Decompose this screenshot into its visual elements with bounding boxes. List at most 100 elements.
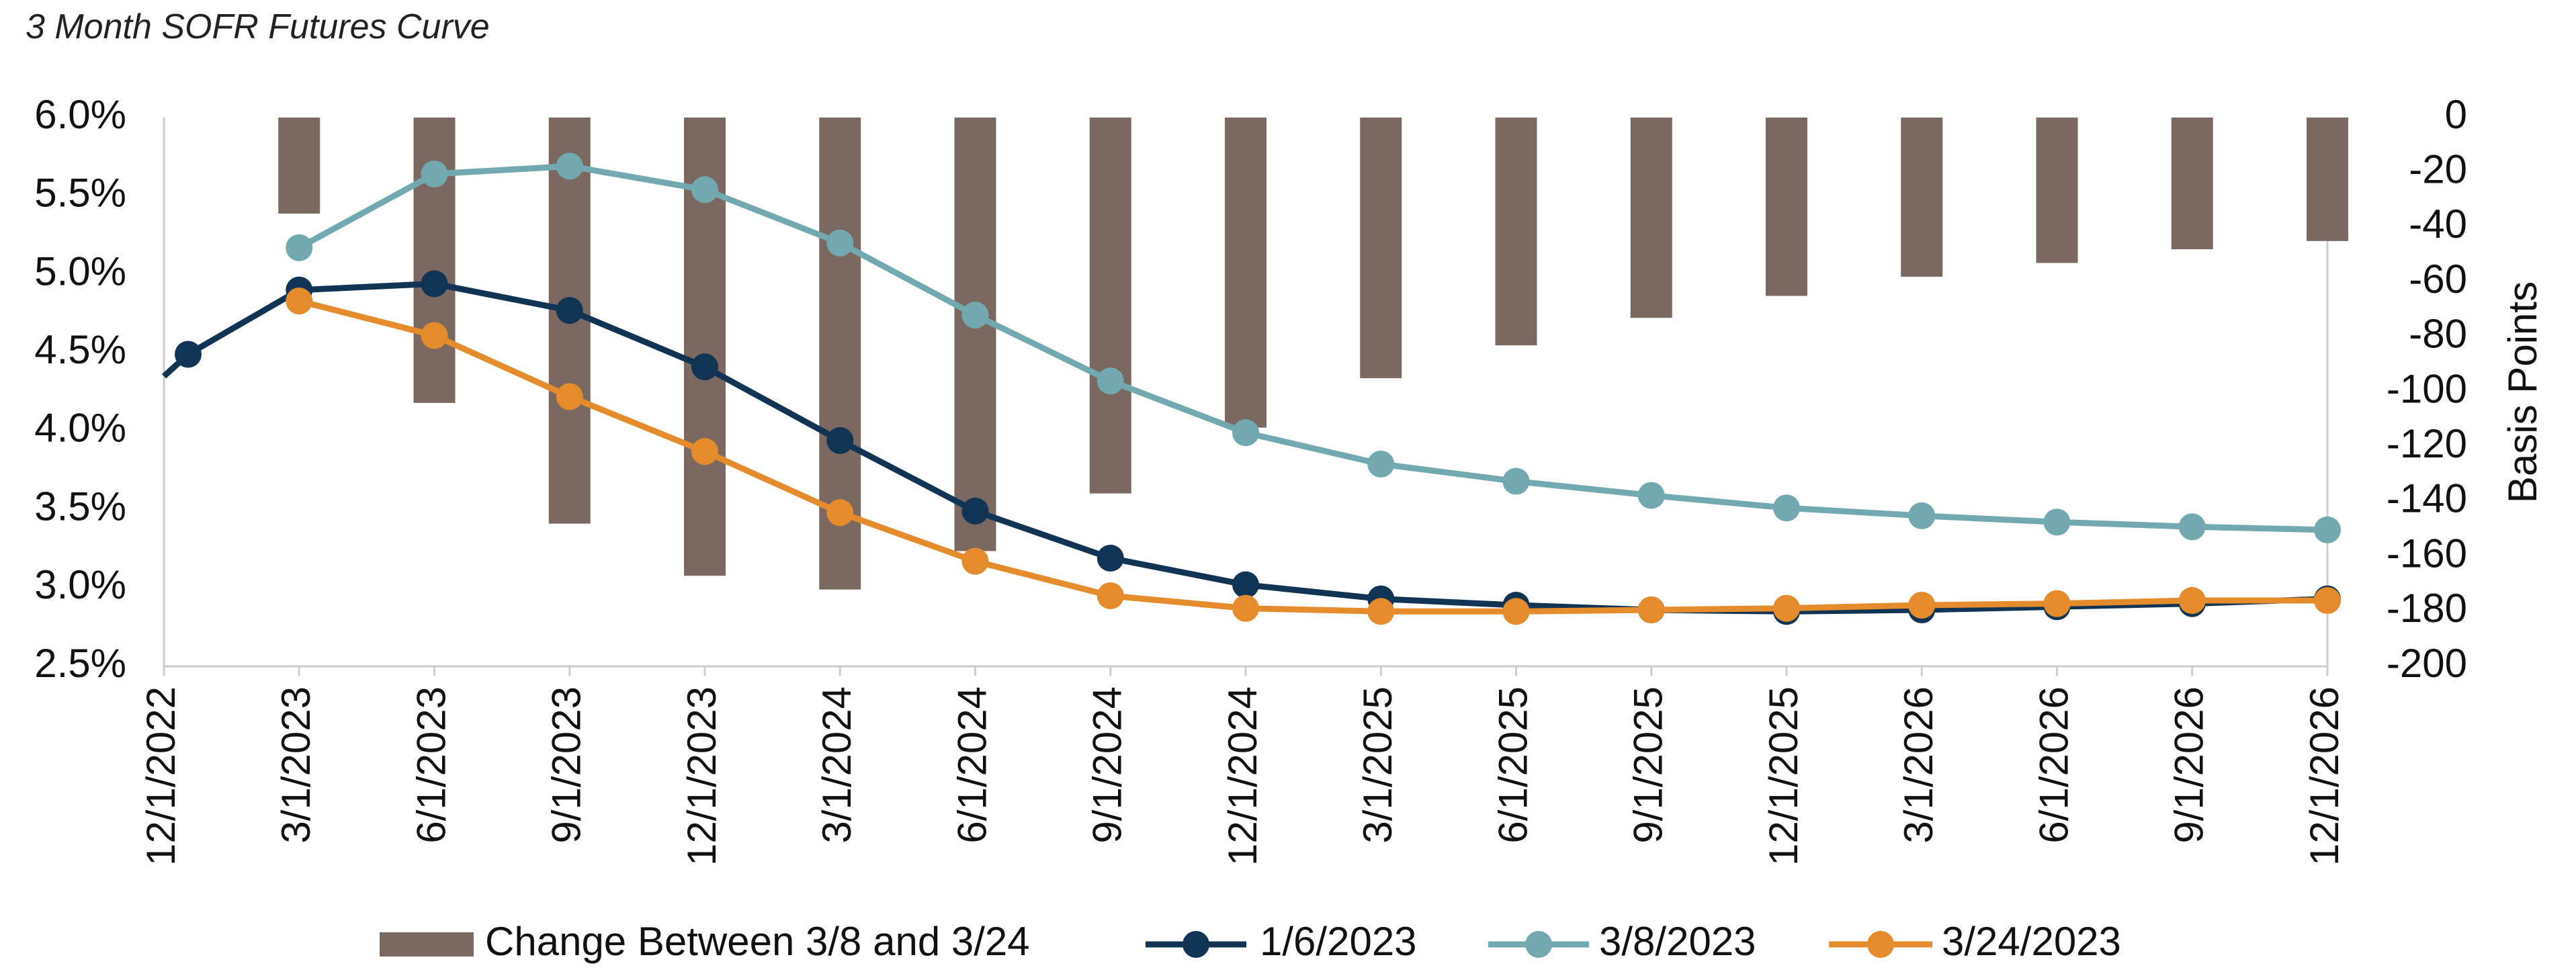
series-point [961, 497, 989, 525]
left-tick-label: 2.5% [34, 641, 126, 686]
series-line [298, 298, 2327, 615]
right-tick-label: -200 [2387, 641, 2467, 686]
legend-label: Change Between 3/8 and 3/24 [485, 919, 1030, 964]
change-bar [1630, 118, 1672, 318]
x-tick-label: 9/1/2026 [2167, 686, 2212, 844]
series-point [1502, 598, 1530, 625]
line-series [161, 152, 2341, 625]
x-tick-label: 3/1/2026 [1896, 686, 1941, 844]
chart-title: 3 Month SOFR Futures Curve [26, 7, 490, 46]
series-point [2314, 586, 2341, 614]
legend-item-bars: Change Between 3/8 and 3/24 [380, 919, 1030, 964]
right-tick-label: -100 [2387, 366, 2467, 411]
right-tick-label: 0 [2445, 92, 2467, 137]
series-point [286, 287, 313, 315]
right-tick-label: -60 [2409, 257, 2467, 302]
series-point [2043, 590, 2071, 617]
change-bar [278, 118, 320, 214]
right-tick-label: -40 [2409, 202, 2467, 247]
left-tick-label: 4.0% [34, 406, 126, 451]
right-axis-label: Basis Points [2500, 281, 2545, 503]
series-point [2178, 513, 2206, 541]
series-point [1502, 467, 1530, 495]
x-tick-label: 12/1/2022 [138, 686, 183, 866]
series-point [2043, 508, 2071, 536]
series-point [556, 383, 583, 410]
right-tick-label: -140 [2387, 476, 2467, 521]
legend-marker [1525, 931, 1552, 958]
series-point [1773, 594, 1800, 622]
series-point [1232, 571, 1259, 598]
series-point [1367, 598, 1395, 625]
series-point [826, 229, 854, 257]
line-series-3 [286, 287, 2341, 625]
left-axis-ticks: 2.5% 3.0% 3.5% 4.0% 4.5% 5.0% 5.5% 6.0% [34, 92, 126, 686]
series-point [1097, 544, 1124, 572]
legend-swatch [380, 932, 474, 956]
x-tick-label: 3/1/2025 [1355, 686, 1400, 844]
series-point [175, 341, 202, 368]
legend-item-2: 3/8/2023 [1488, 919, 1756, 964]
right-tick-label: -180 [2387, 586, 2467, 631]
change-bar [1089, 118, 1131, 494]
legend-marker [1867, 931, 1894, 958]
series-point [1637, 596, 1665, 623]
left-tick-label: 4.5% [34, 327, 126, 372]
x-tick-label: 12/1/2026 [2302, 686, 2347, 866]
series-point [1367, 450, 1395, 478]
series-point [286, 234, 313, 261]
legend-item-1: 1/6/2023 [1146, 919, 1417, 964]
series-point [961, 302, 989, 329]
legend-label: 3/24/2023 [1942, 919, 2121, 964]
series-line [161, 280, 2328, 615]
series-point [421, 322, 448, 349]
change-bar [413, 118, 456, 403]
series-point [1773, 494, 1800, 522]
series-point [1908, 502, 1936, 529]
x-tick-label: 3/1/2024 [814, 686, 859, 844]
series-point [691, 438, 718, 465]
change-bar [1360, 118, 1402, 379]
series-point [2314, 516, 2341, 543]
x-tick-label: 6/1/2023 [409, 686, 454, 844]
series-point [421, 161, 448, 188]
right-tick-label: -20 [2409, 147, 2467, 192]
change-bar [1901, 118, 1943, 277]
x-tick-label: 12/1/2025 [1761, 686, 1806, 866]
series-point [1637, 482, 1665, 509]
left-tick-label: 6.0% [34, 92, 126, 137]
series-point [2178, 586, 2206, 614]
left-tick-label: 3.5% [34, 484, 126, 529]
left-tick-label: 5.5% [34, 171, 126, 216]
change-bar [1225, 118, 1266, 428]
change-bar [2171, 118, 2213, 250]
change-bar [954, 118, 996, 551]
left-tick-label: 3.0% [34, 562, 126, 607]
x-tick-label: 6/1/2024 [949, 686, 994, 844]
x-tick-label: 9/1/2024 [1085, 686, 1130, 844]
x-tick-label: 6/1/2026 [2031, 686, 2076, 844]
x-tick-label: 9/1/2025 [1626, 686, 1671, 844]
x-tick-label: 3/1/2023 [273, 686, 318, 844]
change-bar [1766, 118, 1807, 296]
right-tick-label: -80 [2409, 312, 2467, 357]
series-point [961, 547, 989, 575]
legend-item-3: 3/24/2023 [1829, 919, 2121, 964]
series-point [1097, 367, 1124, 395]
x-axis-ticks: 12/1/2022 3/1/2023 6/1/2023 9/1/2023 12/1/20… [138, 686, 2347, 866]
right-tick-label: -120 [2387, 421, 2467, 466]
series-point [1232, 594, 1259, 622]
legend-label: 1/6/2023 [1260, 919, 1417, 964]
x-tick-label: 6/1/2025 [1490, 686, 1535, 844]
change-bar [2307, 118, 2348, 241]
legend-marker [1183, 931, 1209, 958]
x-tick-label: 12/1/2023 [679, 686, 724, 866]
series-point [1097, 582, 1124, 609]
series-point [826, 427, 854, 454]
legend-label: 3/8/2023 [1599, 919, 1756, 964]
right-tick-label: -160 [2387, 531, 2467, 576]
series-line [298, 163, 2328, 533]
series-point [1232, 419, 1259, 447]
left-tick-label: 5.0% [34, 249, 126, 294]
series-point [556, 297, 583, 324]
